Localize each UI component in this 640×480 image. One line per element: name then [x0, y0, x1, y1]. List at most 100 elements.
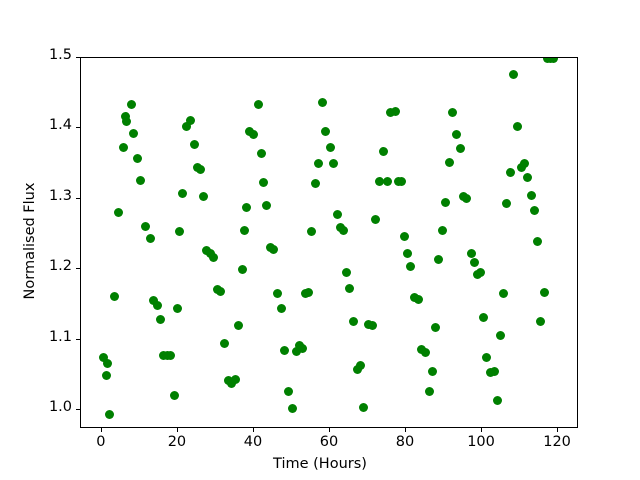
data-point — [156, 315, 166, 325]
data-point — [231, 375, 241, 385]
data-point — [146, 233, 156, 243]
data-point — [512, 122, 522, 132]
data-point — [368, 321, 378, 330]
data-point — [105, 409, 115, 419]
data-point — [352, 365, 362, 375]
data-point — [276, 304, 286, 314]
data-point — [135, 175, 145, 185]
data-point — [341, 267, 351, 277]
y-tick-mark — [76, 57, 80, 59]
data-point — [227, 378, 237, 388]
data-point — [220, 339, 230, 349]
data-point — [456, 143, 466, 153]
data-point — [311, 178, 321, 188]
x-tick-mark — [176, 428, 179, 432]
x-tick-mark — [329, 428, 331, 432]
data-point — [328, 159, 338, 169]
data-point — [253, 99, 263, 109]
data-point — [489, 366, 499, 376]
data-point — [509, 70, 519, 80]
data-point — [304, 287, 314, 297]
data-point — [441, 197, 451, 207]
data-point — [501, 199, 511, 209]
data-point — [375, 176, 385, 186]
data-point — [344, 284, 354, 294]
data-point — [109, 292, 119, 302]
y-tick-mark — [76, 268, 80, 270]
data-point — [530, 206, 540, 216]
data-point — [149, 296, 159, 306]
data-point — [318, 97, 328, 107]
y-tick-mark — [76, 127, 80, 129]
data-point — [445, 157, 455, 167]
data-point — [533, 236, 543, 246]
data-point — [413, 294, 423, 304]
data-point — [195, 165, 205, 175]
y-tick-label: 1.1 — [48, 328, 72, 345]
data-point — [126, 99, 136, 109]
data-point — [141, 221, 151, 231]
y-tick-mark — [76, 338, 80, 340]
data-point — [481, 353, 491, 363]
data-point — [249, 130, 259, 140]
data-point — [527, 190, 537, 200]
data-point — [383, 176, 393, 186]
data-point — [498, 288, 508, 298]
data-point — [492, 395, 502, 405]
x-tick-label: 80 — [395, 434, 415, 450]
data-point — [405, 261, 415, 271]
data-point — [175, 227, 185, 237]
x-tick-mark — [252, 428, 255, 432]
data-points-layer — [81, 58, 577, 427]
data-point — [348, 317, 358, 327]
data-point — [132, 154, 142, 164]
x-tick-label: 20 — [167, 434, 187, 450]
x-tick-label: 0 — [96, 434, 106, 450]
data-point — [438, 225, 448, 235]
data-point — [520, 159, 530, 169]
data-point — [402, 249, 412, 259]
x-tick-mark — [405, 428, 407, 432]
data-point — [256, 148, 266, 158]
data-point — [321, 126, 331, 136]
data-point — [261, 201, 271, 211]
x-tick-label: 120 — [543, 434, 571, 450]
data-point — [237, 264, 247, 274]
y-tick-label: 1.3 — [48, 187, 72, 204]
data-point — [279, 346, 289, 356]
data-point — [239, 225, 249, 235]
y-tick-label: 1.2 — [48, 258, 72, 275]
x-axis-label: Time (Hours) — [273, 456, 367, 472]
y-tick-mark — [76, 408, 80, 411]
data-point — [462, 193, 472, 203]
data-point — [469, 257, 479, 267]
data-point — [325, 142, 335, 152]
data-point — [314, 159, 324, 169]
x-tick-mark — [557, 428, 559, 432]
data-point — [292, 347, 302, 357]
data-point — [242, 202, 252, 212]
x-tick-label: 100 — [467, 434, 495, 450]
plot-area — [80, 57, 578, 428]
data-point — [433, 254, 443, 264]
data-point — [424, 387, 434, 397]
data-point — [427, 367, 437, 377]
data-point — [170, 390, 180, 400]
data-point — [284, 387, 294, 397]
x-tick-label: 60 — [319, 434, 339, 450]
data-point — [338, 225, 348, 235]
data-point — [103, 359, 113, 369]
data-point — [475, 267, 485, 277]
data-point — [101, 370, 111, 380]
x-tick-mark — [100, 428, 102, 432]
data-point — [396, 176, 406, 186]
x-tick-mark — [481, 428, 483, 432]
data-point — [307, 227, 317, 237]
x-tick-label: 40 — [243, 434, 263, 450]
data-point — [120, 111, 130, 121]
y-tick-label: 1.0 — [48, 398, 72, 415]
data-point — [216, 287, 226, 297]
data-point — [358, 402, 368, 412]
data-point — [98, 352, 108, 362]
